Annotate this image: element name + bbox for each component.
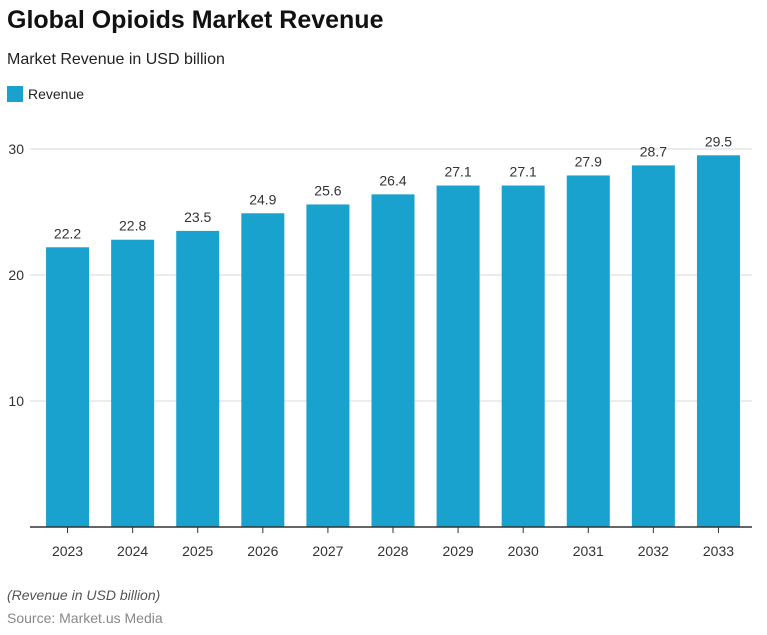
x-tick-label: 2032	[638, 543, 669, 559]
x-tick-label: 2023	[52, 543, 83, 559]
x-tick-label: 2027	[312, 543, 343, 559]
y-tick-label: 10	[8, 393, 24, 409]
x-tick-label: 2031	[573, 543, 604, 559]
legend: Revenue	[7, 86, 84, 102]
bar	[176, 230, 220, 527]
chart-subtitle: Market Revenue in USD billion	[7, 51, 225, 68]
data-label: 23.5	[184, 209, 211, 225]
bar	[696, 155, 740, 528]
chart-note: (Revenue in USD billion)	[7, 587, 161, 603]
bar	[306, 204, 350, 527]
bar	[371, 194, 415, 528]
x-tick-label: 2030	[508, 543, 539, 559]
y-tick-label: 20	[8, 267, 24, 283]
x-tick-label: 2033	[703, 543, 734, 559]
legend-swatch	[7, 86, 23, 102]
x-tick-label: 2025	[182, 543, 213, 559]
data-label: 22.2	[54, 225, 81, 241]
bar	[501, 185, 545, 528]
bar	[241, 213, 285, 527]
bar	[631, 165, 675, 527]
data-label: 27.1	[444, 164, 471, 180]
bar	[436, 185, 480, 528]
legend-label: Revenue	[28, 86, 85, 102]
data-label: 27.1	[510, 164, 537, 180]
data-label: 27.9	[575, 153, 602, 169]
x-tick-label: 2026	[247, 543, 278, 559]
bar	[111, 239, 155, 527]
data-label: 29.5	[705, 133, 732, 149]
y-tick-label: 30	[8, 141, 24, 157]
data-label: 24.9	[249, 191, 276, 207]
bar	[566, 175, 610, 527]
chart-source: Source: Market.us Media	[7, 610, 163, 626]
x-tick-label: 2028	[377, 543, 408, 559]
data-label: 22.8	[119, 218, 146, 234]
data-label: 25.6	[314, 182, 341, 198]
data-label: 28.7	[640, 143, 667, 159]
x-tick-label: 2024	[117, 543, 148, 559]
chart-title: Global Opioids Market Revenue	[7, 6, 384, 34]
data-label: 26.4	[379, 172, 406, 188]
x-tick-label: 2029	[443, 543, 474, 559]
bar	[46, 247, 90, 527]
